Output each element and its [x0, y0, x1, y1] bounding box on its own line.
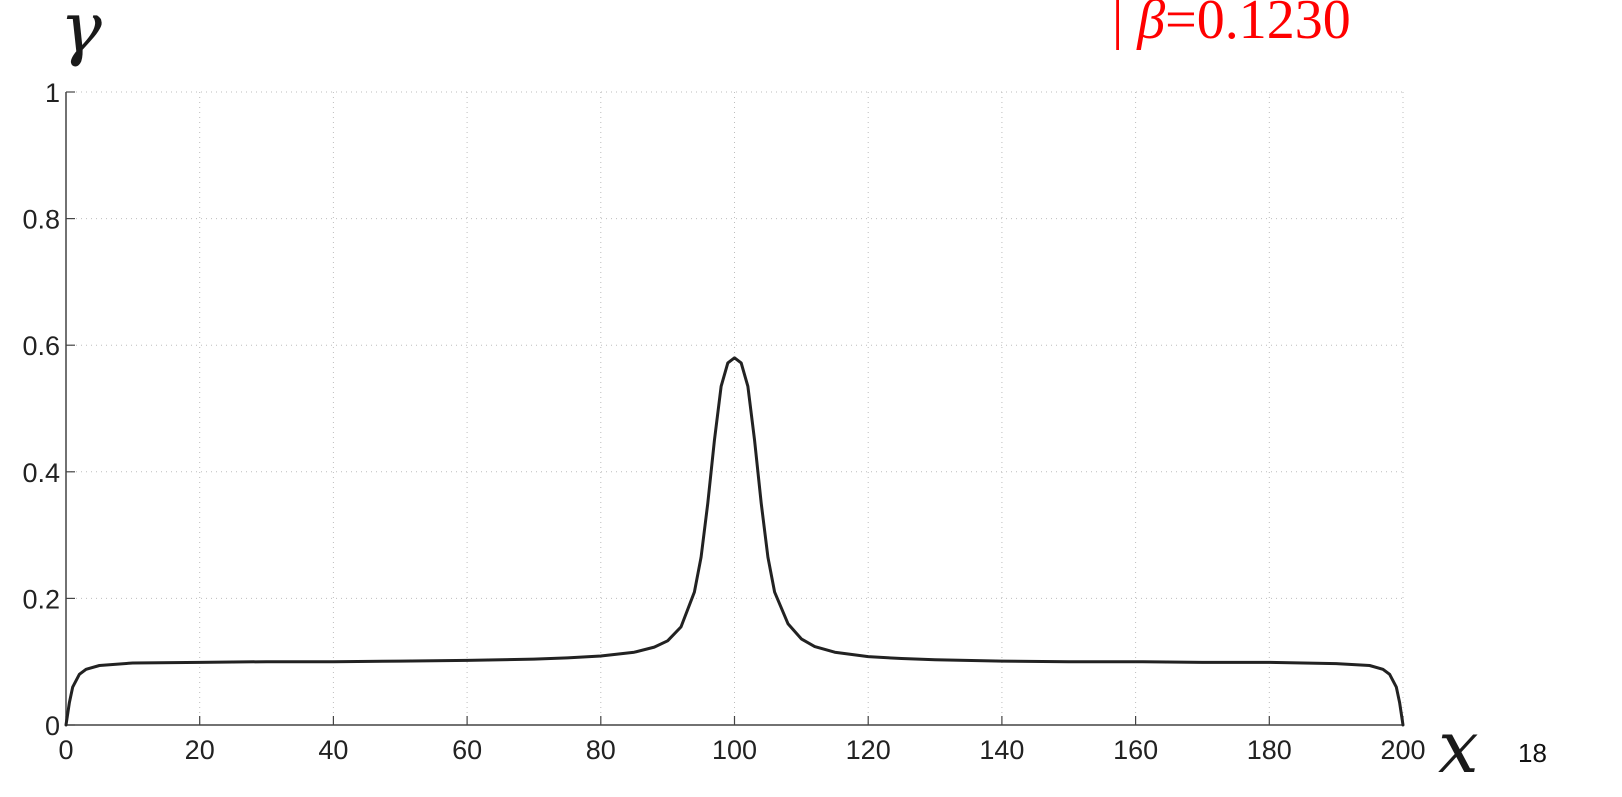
x-tick-label-6: 120	[846, 735, 891, 765]
x-tick-label-1: 20	[185, 735, 215, 765]
beta-symbol: β	[1136, 0, 1165, 51]
y-tick-labels: 0 0.2 0.4 0.6 0.8 1	[22, 78, 60, 741]
x-tick-label-10: 200	[1380, 735, 1425, 765]
y-tick-label-5: 1	[45, 78, 60, 108]
grid-lines	[66, 91, 1404, 725]
page-number: 18	[1518, 738, 1547, 768]
x-tick-label-2: 40	[318, 735, 348, 765]
beta-annotation-prefix: |	[1112, 0, 1137, 51]
x-tick-label-9: 180	[1247, 735, 1292, 765]
x-tick-label-7: 140	[979, 735, 1024, 765]
x-tick-label-3: 60	[452, 735, 482, 765]
beta-value: =0.1230	[1165, 0, 1351, 51]
y-tick-label-2: 0.4	[22, 458, 60, 488]
axes	[65, 92, 1403, 726]
x-tick-label-5: 100	[712, 735, 757, 765]
x-tick-labels: 0 20 40 60 80 100 120 140 160 180 200	[58, 735, 1425, 765]
y-tick-label-4: 0.8	[22, 205, 60, 235]
y-tick-label-3: 0.6	[22, 331, 60, 361]
x-tick-label-8: 160	[1113, 735, 1158, 765]
x-axis-label: x	[1438, 705, 1479, 789]
x-tick-label-0: 0	[58, 735, 73, 765]
series-group	[64, 356, 1405, 727]
x-tick-label-4: 80	[586, 735, 616, 765]
y-tick-label-0: 0	[45, 711, 60, 741]
beta-annotation: | β=0.1230	[1112, 0, 1351, 51]
tick-marks	[65, 91, 1404, 726]
y-tick-label-1: 0.2	[22, 584, 60, 614]
y-axis-label: γ	[60, 0, 102, 69]
series-line-0	[64, 356, 1405, 727]
